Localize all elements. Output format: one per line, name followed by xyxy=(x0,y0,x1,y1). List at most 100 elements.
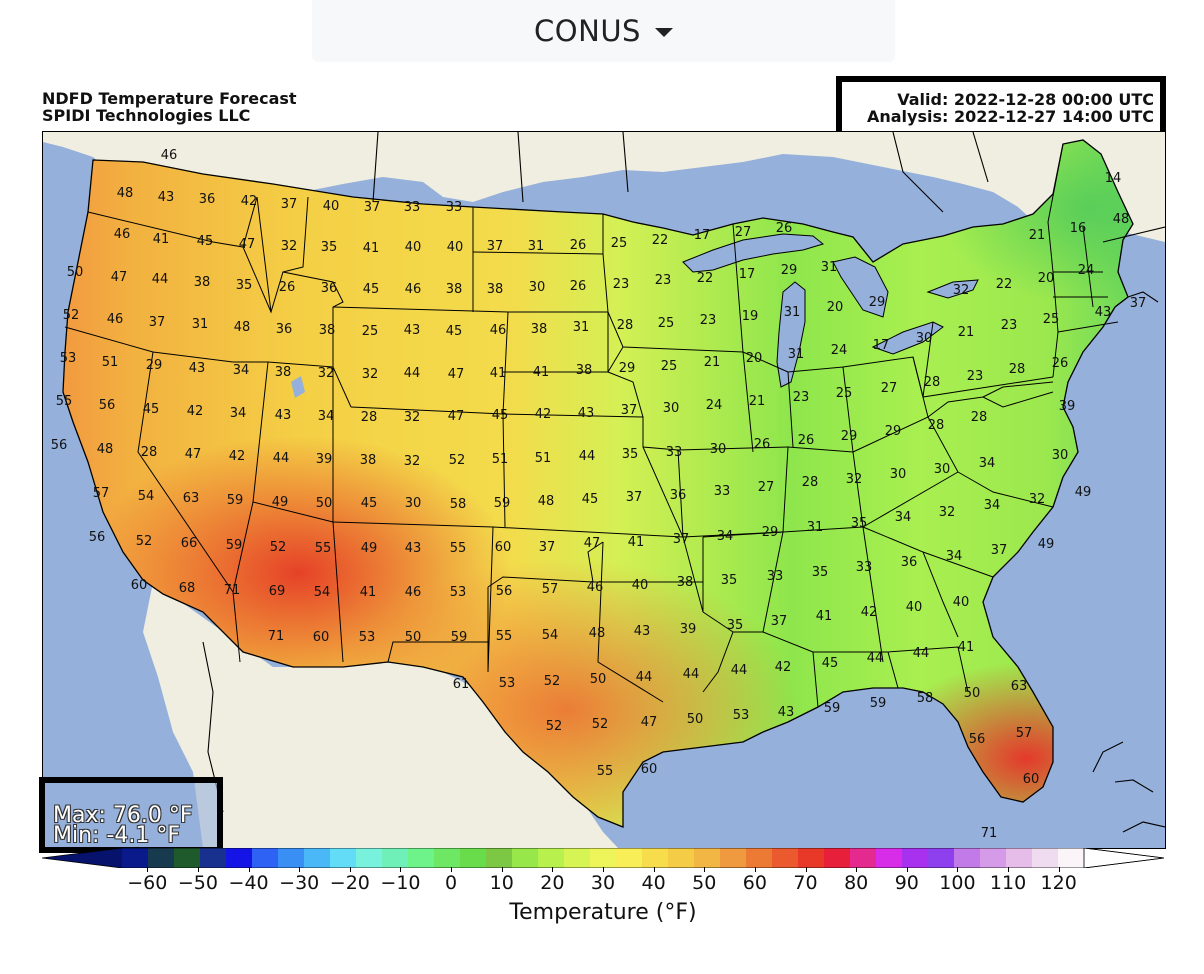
colorbar-swatch xyxy=(174,848,201,868)
temp-label: 44 xyxy=(273,451,290,466)
temp-label: 49 xyxy=(272,495,289,510)
temp-label: 44 xyxy=(731,663,748,678)
temp-label: 33 xyxy=(856,560,873,575)
temp-label: 31 xyxy=(807,520,824,535)
temp-label: 28 xyxy=(361,410,378,425)
temp-label: 25 xyxy=(836,386,853,401)
region-selector[interactable]: CONUS xyxy=(312,0,895,62)
temp-label: 28 xyxy=(924,375,941,390)
temp-label: 60 xyxy=(313,630,330,645)
temp-label: 71 xyxy=(224,583,241,598)
colorbar-swatch xyxy=(564,848,591,868)
temp-label: 29 xyxy=(841,429,858,444)
colorbar-tick: −20 xyxy=(329,872,370,894)
temp-label: 35 xyxy=(236,278,253,293)
temp-label: 31 xyxy=(192,317,209,332)
temp-label: 37 xyxy=(991,543,1008,558)
temp-label: 26 xyxy=(570,279,587,294)
temp-label: 29 xyxy=(146,358,163,373)
temp-label: 17 xyxy=(694,228,711,243)
temp-label: 66 xyxy=(181,536,198,551)
temp-label: 32 xyxy=(953,283,970,298)
temp-label: 49 xyxy=(361,541,378,556)
temp-label: 32 xyxy=(404,454,421,469)
temp-label: 45 xyxy=(446,324,463,339)
temp-label: 40 xyxy=(632,578,649,593)
temp-label: 34 xyxy=(979,456,996,471)
temp-label: 53 xyxy=(499,676,516,691)
temp-label: 45 xyxy=(582,492,599,507)
temp-label: 25 xyxy=(1043,312,1060,327)
temp-label: 47 xyxy=(448,409,465,424)
colorbar-tick: −40 xyxy=(228,872,269,894)
temp-label: 33 xyxy=(666,445,683,460)
temp-label: 52 xyxy=(63,308,80,323)
temp-label: 45 xyxy=(361,496,378,511)
temp-label: 49 xyxy=(1075,485,1092,500)
temp-label: 27 xyxy=(735,225,752,240)
temp-label: 23 xyxy=(1001,318,1018,333)
lake-huron xyxy=(832,256,889,318)
colorbar-swatch xyxy=(304,848,331,868)
temp-label: 56 xyxy=(99,398,116,413)
temp-label: 31 xyxy=(528,239,545,254)
temp-label: 53 xyxy=(60,351,77,366)
temp-label: 43 xyxy=(404,323,421,338)
temp-label: 47 xyxy=(111,270,128,285)
temp-label: 39 xyxy=(1059,399,1076,414)
temp-label: 31 xyxy=(573,320,590,335)
temp-label: 24 xyxy=(1078,263,1095,278)
temp-label: 57 xyxy=(1016,726,1033,741)
temp-label: 26 xyxy=(776,221,793,236)
temp-label: 57 xyxy=(542,582,559,597)
title-line-2: SPIDI Technologies LLC xyxy=(42,106,251,125)
colorbar xyxy=(42,848,1164,868)
temp-label: 32 xyxy=(281,239,298,254)
lake-superior xyxy=(682,233,825,273)
temp-label: 19 xyxy=(742,309,759,324)
temp-label: 52 xyxy=(449,453,466,468)
temp-label: 45 xyxy=(363,282,380,297)
temp-label: 63 xyxy=(1011,679,1028,694)
temp-label: 51 xyxy=(492,452,509,467)
temp-label: 38 xyxy=(194,275,211,290)
temp-label: 60 xyxy=(131,578,148,593)
temp-label: 56 xyxy=(51,438,68,453)
colorbar-swatch xyxy=(876,848,903,868)
temp-label: 57 xyxy=(93,486,110,501)
temp-label: 46 xyxy=(405,282,422,297)
temp-label: 52 xyxy=(270,540,287,555)
temp-label: 47 xyxy=(185,447,202,462)
temp-label: 42 xyxy=(861,605,878,620)
temp-label: 48 xyxy=(117,186,134,201)
temp-label: 46 xyxy=(161,148,178,163)
temp-label: 31 xyxy=(821,260,838,275)
temp-label: 24 xyxy=(706,398,723,413)
temp-label: 23 xyxy=(793,390,810,405)
colorbar-swatch xyxy=(408,848,435,868)
temp-label: 52 xyxy=(136,534,153,549)
temp-label: 37 xyxy=(673,532,690,547)
temp-label: 25 xyxy=(611,236,628,251)
temp-label: 24 xyxy=(831,343,848,358)
colorbar-swatch xyxy=(668,848,695,868)
temp-label: 43 xyxy=(778,705,795,720)
canada-land xyxy=(43,132,1165,242)
temp-label: 43 xyxy=(1095,305,1112,320)
temp-label: 53 xyxy=(450,585,467,600)
temp-label: 34 xyxy=(230,406,247,421)
temp-label: 23 xyxy=(700,313,717,328)
temp-label: 41 xyxy=(628,535,645,550)
temp-label: 41 xyxy=(490,366,507,381)
temp-label: 47 xyxy=(239,237,256,252)
temp-label: 37 xyxy=(364,200,381,215)
temp-label: 32 xyxy=(404,410,421,425)
temp-label: 30 xyxy=(890,467,907,482)
temp-label: 69 xyxy=(269,584,286,599)
colorbar-ticks: −60 −50 −40 −30 −20 −10 0 10 20 30 40 50 60 70 80 90 100… xyxy=(0,867,1204,902)
temp-label: 32 xyxy=(1029,492,1046,507)
temp-label: 48 xyxy=(589,626,606,641)
colorbar-swatch xyxy=(512,848,539,868)
colorbar-swatch xyxy=(434,848,461,868)
temp-label: 38 xyxy=(446,282,463,297)
